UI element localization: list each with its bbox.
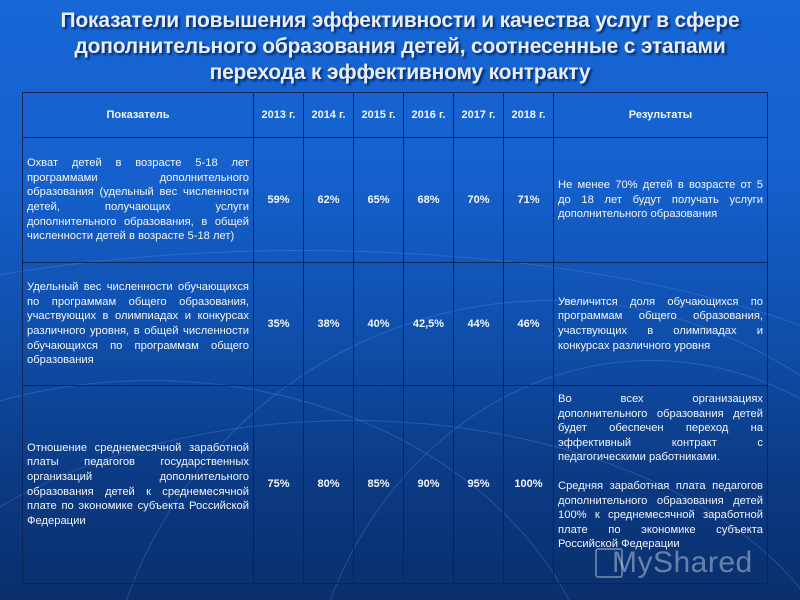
- title-line: Показатели повышения эффективности и кач…: [60, 9, 740, 32]
- indicator-cell: Удельный вес численности обучающихся по …: [22, 262, 254, 386]
- results-cell: Увеличится доля обучающихся по программа…: [553, 262, 768, 386]
- indicators-table: Показатель 2013 г. 2014 г. 2015 г. 2016 …: [22, 92, 768, 584]
- results-cell: Во всех организациях дополнительного обр…: [553, 385, 768, 584]
- title-line: дополнительного образования детей, соотн…: [74, 35, 726, 58]
- title-line: перехода к эффективному контракту: [209, 61, 591, 84]
- value-cell: 38%: [303, 262, 354, 386]
- value-cell: 100%: [503, 385, 554, 584]
- indicator-cell: Отношение среднемесячной заработной плат…: [22, 385, 254, 584]
- page-title: Показатели повышения эффективности и кач…: [0, 8, 800, 86]
- value-cell: 70%: [453, 137, 504, 263]
- value-cell: 65%: [353, 137, 404, 263]
- value-cell: 42,5%: [403, 262, 454, 386]
- results-text: Увеличится доля обучающихся по программа…: [558, 295, 763, 352]
- header-year-2013: 2013 г.: [253, 92, 304, 138]
- watermark: MyShared: [612, 546, 753, 579]
- value-cell: 68%: [403, 137, 454, 263]
- value-cell: 95%: [453, 385, 504, 584]
- value-cell: 85%: [353, 385, 404, 584]
- header-year-2017: 2017 г.: [453, 92, 504, 138]
- value-cell: 80%: [303, 385, 354, 584]
- header-indicator: Показатель: [22, 92, 254, 138]
- value-cell: 40%: [353, 262, 404, 386]
- table-row: Отношение среднемесячной заработной плат…: [22, 385, 768, 584]
- value-cell: 35%: [253, 262, 304, 386]
- watermark-icon: [595, 548, 623, 578]
- header-year-2014: 2014 г.: [303, 92, 354, 138]
- value-cell: 59%: [253, 137, 304, 263]
- value-cell: 75%: [253, 385, 304, 584]
- header-year-2015: 2015 г.: [353, 92, 404, 138]
- value-cell: 90%: [403, 385, 454, 584]
- results-text: Средняя заработная плата педагогов допол…: [558, 479, 763, 551]
- header-year-2018: 2018 г.: [503, 92, 554, 138]
- header-year-2016: 2016 г.: [403, 92, 454, 138]
- header-results: Результаты: [553, 92, 768, 138]
- results-text: Не менее 70% детей в возрасте от 5 до 18…: [558, 179, 763, 221]
- indicator-cell: Охват детей в возрасте 5-18 лет программ…: [22, 137, 254, 263]
- results-text: Во всех организациях дополнительного обр…: [558, 393, 763, 464]
- table-row: Охват детей в возрасте 5-18 лет программ…: [22, 137, 768, 263]
- results-cell: Не менее 70% детей в возрасте от 5 до 18…: [553, 137, 768, 263]
- header-row: Показатель 2013 г. 2014 г. 2015 г. 2016 …: [22, 92, 768, 138]
- value-cell: 62%: [303, 137, 354, 263]
- value-cell: 44%: [453, 262, 504, 386]
- table-row: Удельный вес численности обучающихся по …: [22, 262, 768, 386]
- value-cell: 71%: [503, 137, 554, 263]
- value-cell: 46%: [503, 262, 554, 386]
